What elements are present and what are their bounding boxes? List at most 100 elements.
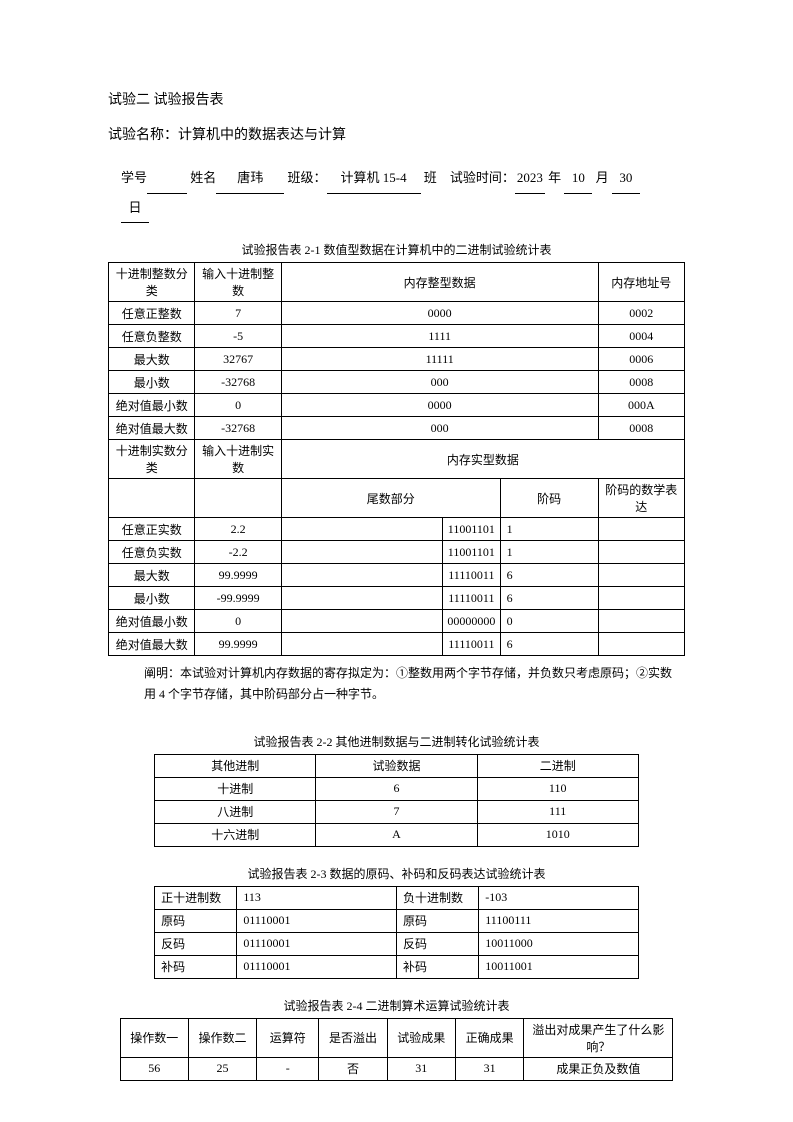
cell: 十进制	[155, 777, 316, 800]
h-exp-math: 阶码的数学表达	[598, 479, 684, 518]
cell	[598, 610, 684, 633]
cell: 其他进制	[155, 754, 316, 777]
cell: 6	[500, 633, 598, 656]
cell: A	[316, 823, 477, 846]
table-22-wrap: 其他进制试验数据二进制 十进制6110 八进制7111 十六进制A1010	[154, 754, 639, 847]
cell: 01110001	[237, 932, 397, 955]
table-row: 十进制整数分类 输入十进制整数 内存整型数据 内存地址号	[109, 263, 685, 302]
cell: 0008	[598, 371, 684, 394]
class-value-text: 计算机 15-4	[341, 170, 407, 185]
cell: -32768	[195, 417, 281, 440]
table-24: 操作数一 操作数二 运算符 是否溢出 试验成果 正确成果 溢出对成果产生了什么影…	[120, 1018, 674, 1081]
cell: 11110011	[443, 633, 501, 656]
h-int-class: 十进制整数分类	[109, 263, 195, 302]
table-row: 补码01110001补码10011001	[155, 955, 639, 978]
class-suffix: 班	[424, 170, 437, 185]
cell: 0	[500, 610, 598, 633]
cell: -103	[479, 886, 639, 909]
cell: 99.9999	[195, 564, 281, 587]
cell: 11001101	[443, 518, 501, 541]
cell: 000	[281, 417, 598, 440]
year-unit: 年	[548, 170, 561, 185]
table-row: 绝对值最大数-327680000008	[109, 417, 685, 440]
table-row: 反码01110001反码10011000	[155, 932, 639, 955]
cell: 溢出对成果产生了什么影响？	[524, 1018, 673, 1057]
cell	[281, 564, 442, 587]
cell	[598, 587, 684, 610]
cell	[281, 610, 442, 633]
cell	[281, 541, 442, 564]
doc-title: 试验二 试验报告表	[108, 90, 685, 111]
cell: 绝对值最大数	[109, 633, 195, 656]
cell: -5	[195, 325, 281, 348]
cell: 运算符	[257, 1018, 319, 1057]
cell	[281, 518, 442, 541]
caption-24: 试验报告表 2-4 二进制算术运算试验统计表	[108, 997, 685, 1014]
cell: 2.2	[195, 518, 281, 541]
cell: -2.2	[195, 541, 281, 564]
cell: 000A	[598, 394, 684, 417]
cell: 11111	[281, 348, 598, 371]
cell: 绝对值最大数	[109, 417, 195, 440]
table-row: 任意负实数-2.2110011011	[109, 541, 685, 564]
cell: 31	[387, 1057, 455, 1080]
cell: 绝对值最小数	[109, 610, 195, 633]
table-row: 绝对值最小数0000000000	[109, 610, 685, 633]
cell: 补码	[155, 955, 237, 978]
cell: 10011000	[479, 932, 639, 955]
page: 试验二 试验报告表 试验名称：计算机中的数据表达与计算 学号 姓名唐玮 班级：计…	[0, 0, 793, 1122]
h-real-class: 十进制实数分类	[109, 440, 195, 479]
cell: 0006	[598, 348, 684, 371]
cell: 正十进制数	[155, 886, 237, 909]
day-unit-underline: 日	[121, 194, 149, 224]
h-exp: 阶码	[500, 479, 598, 518]
cell: 11110011	[443, 587, 501, 610]
cell: 操作数一	[120, 1018, 188, 1057]
cell: 111	[477, 800, 638, 823]
exp-name-label: 试验名称：	[108, 128, 178, 143]
name-value: 唐玮	[216, 164, 284, 194]
table-row: 任意负整数-511110004	[109, 325, 685, 348]
cell: 6	[500, 587, 598, 610]
exp-name: 计算机中的数据表达与计算	[178, 128, 346, 143]
table-row: 操作数一 操作数二 运算符 是否溢出 试验成果 正确成果 溢出对成果产生了什么影…	[120, 1018, 673, 1057]
cell	[281, 633, 442, 656]
cell: 0000	[281, 302, 598, 325]
table-row: 尾数部分 阶码 阶码的数学表达	[109, 479, 685, 518]
table-23: 正十进制数113负十进制数-103 原码01110001原码11100111 反…	[154, 886, 639, 979]
cell: 补码	[396, 955, 478, 978]
table-23-wrap: 正十进制数113负十进制数-103 原码01110001原码11100111 反…	[154, 886, 639, 979]
cell	[195, 479, 281, 518]
cell: -32768	[195, 371, 281, 394]
cell: 任意负整数	[109, 325, 195, 348]
cell: 7	[316, 800, 477, 823]
table-row: 最小数-99.9999111100116	[109, 587, 685, 610]
cell: 00000000	[443, 610, 501, 633]
cell: 56	[120, 1057, 188, 1080]
cell: 7	[195, 302, 281, 325]
cell: 11001101	[443, 541, 501, 564]
cell: 0008	[598, 417, 684, 440]
cell: 任意正整数	[109, 302, 195, 325]
cell: 试验数据	[316, 754, 477, 777]
table-22: 其他进制试验数据二进制 十进制6110 八进制7111 十六进制A1010	[154, 754, 639, 847]
cell: 01110001	[237, 909, 397, 932]
cell: 反码	[155, 932, 237, 955]
student-info-line: 学号 姓名唐玮 班级：计算机 15-4 班 试验时间：2023 年 10 月 3…	[121, 164, 685, 223]
cell: 99.9999	[195, 633, 281, 656]
cell: 最大数	[109, 348, 195, 371]
table-row: 任意正整数700000002	[109, 302, 685, 325]
cell: 1	[500, 541, 598, 564]
class-value: 计算机 15-4	[327, 164, 421, 194]
cell: 最小数	[109, 371, 195, 394]
table-row: 原码01110001原码11100111	[155, 909, 639, 932]
cell	[598, 541, 684, 564]
table-row: 任意正实数2.2110011011	[109, 518, 685, 541]
month-unit: 月	[596, 170, 609, 185]
h-real-input: 输入十进制实数	[195, 440, 281, 479]
cell: 6	[316, 777, 477, 800]
cell: 0000	[281, 394, 598, 417]
cell: 任意正实数	[109, 518, 195, 541]
cell: 113	[237, 886, 397, 909]
cell: -	[257, 1057, 319, 1080]
